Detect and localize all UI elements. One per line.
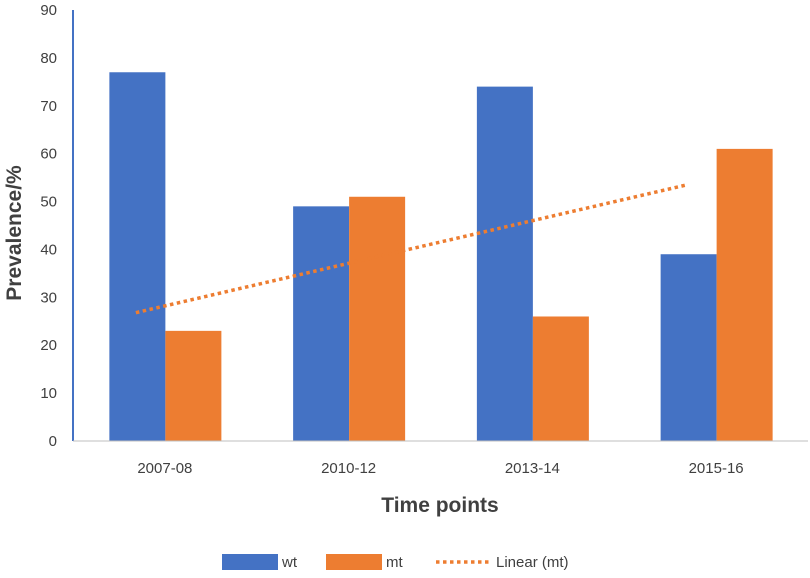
bar-wt-2013-14 <box>476 86 533 441</box>
bar-wt-2010-12 <box>293 206 350 441</box>
legend: wt mt Linear (mt) <box>222 554 569 571</box>
y-tick-label: 50 <box>40 194 57 211</box>
y-tick-label: 80 <box>40 50 57 67</box>
trendline-mt <box>135 183 688 315</box>
y-tick-label: 90 <box>40 2 57 19</box>
bar-mt-2010-12 <box>349 196 406 441</box>
legend-swatch-wt <box>222 554 278 570</box>
y-tick-label: 10 <box>40 385 57 402</box>
bar-mt-2007-08 <box>165 330 222 441</box>
y-tick-label: 20 <box>40 337 57 354</box>
x-tick-label: 2013-14 <box>505 460 560 477</box>
bar-mt-2015-16 <box>716 148 773 441</box>
legend-label: wt <box>281 554 298 571</box>
y-tick-label: 40 <box>40 241 57 258</box>
y-tick-label: 30 <box>40 289 57 306</box>
bar-mt-2013-14 <box>532 316 589 441</box>
y-tick-label: 60 <box>40 146 57 163</box>
x-tick-label: 2015-16 <box>689 460 744 477</box>
y-axis-title: Prevalence/% <box>3 165 26 301</box>
legend-label: Linear (mt) <box>496 554 569 571</box>
y-axis-ticks: 0 10 20 30 40 50 60 70 80 90 <box>40 2 57 450</box>
x-tick-label: 2007-08 <box>137 460 192 477</box>
legend-label: mt <box>386 554 403 571</box>
bars <box>109 72 773 441</box>
bar-wt-2007-08 <box>109 72 166 441</box>
x-tick-label: 2010-12 <box>321 460 376 477</box>
trendline <box>135 183 688 315</box>
x-axis-title: Time points <box>381 494 498 517</box>
y-tick-label: 70 <box>40 98 57 115</box>
bar-wt-2015-16 <box>660 254 717 441</box>
x-axis-ticks: 2007-08 2010-12 2013-14 2015-16 <box>137 460 743 477</box>
legend-swatch-mt <box>326 554 382 570</box>
y-tick-label: 0 <box>49 433 57 450</box>
